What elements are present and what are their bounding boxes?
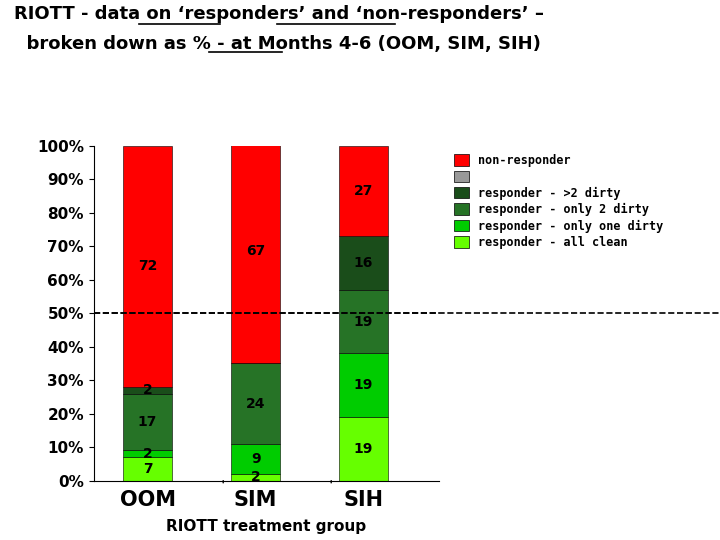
Text: 67: 67 (246, 244, 265, 258)
Bar (123, 450, 172, 457)
Text: RIOTT - data on ‘responders’ and ‘non-responders’ –: RIOTT - data on ‘responders’ and ‘non-re… (14, 5, 544, 23)
Bar (123, 394, 172, 450)
Text: 16: 16 (354, 256, 373, 270)
Text: 9: 9 (251, 452, 261, 466)
Bar (231, 139, 280, 363)
Text: 7: 7 (143, 462, 153, 476)
Text: 72: 72 (138, 259, 157, 273)
Text: 27: 27 (354, 184, 373, 198)
Bar (339, 146, 388, 236)
Bar (339, 417, 388, 481)
Text: 2: 2 (143, 383, 153, 397)
Bar (123, 387, 172, 394)
Bar (339, 353, 388, 417)
X-axis label: RIOTT treatment group: RIOTT treatment group (166, 518, 366, 534)
Bar (231, 474, 280, 481)
Text: 19: 19 (354, 442, 373, 456)
Bar (123, 457, 172, 481)
Text: 17: 17 (138, 415, 157, 429)
Text: 2: 2 (251, 470, 261, 484)
Bar (339, 290, 388, 353)
Bar (231, 444, 280, 474)
Text: 19: 19 (354, 315, 373, 328)
Text: 2: 2 (143, 447, 153, 461)
Legend: non-responder, , responder - >2 dirty, responder - only 2 dirty, responder - onl: non-responder, , responder - >2 dirty, r… (452, 152, 665, 251)
Bar (231, 363, 280, 444)
Bar (339, 236, 388, 290)
Text: 24: 24 (246, 396, 266, 410)
Text: broken down as % - at Months 4-6 (OOM, SIM, SIH): broken down as % - at Months 4-6 (OOM, S… (14, 35, 541, 53)
Bar (123, 146, 172, 387)
Text: 19: 19 (354, 378, 373, 392)
